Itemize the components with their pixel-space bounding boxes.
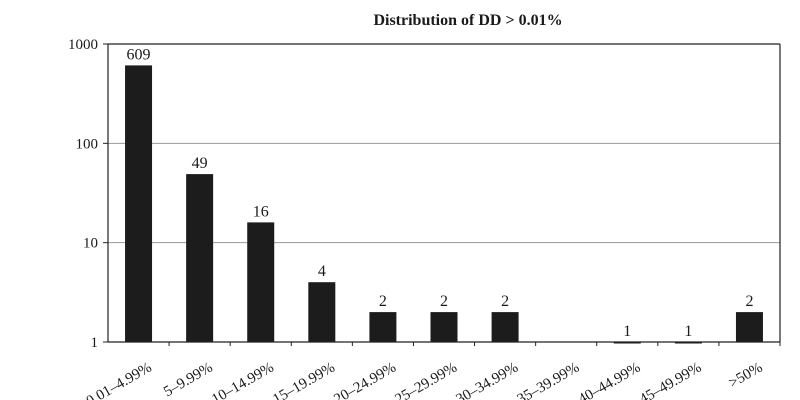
x-tick-label: 15–19.99%: [270, 360, 338, 400]
gridlines: [108, 142, 780, 244]
bar: [613, 342, 641, 344]
data-label: 2: [440, 293, 448, 310]
y-tick-label: 1: [91, 335, 99, 351]
axes: [103, 43, 781, 346]
bar: [186, 174, 214, 342]
x-tick-label: 40–44.99%: [576, 360, 644, 400]
data-label: 609: [127, 46, 151, 63]
x-tick-labels: 0.01–4.99% 5–9.99%10–14.99%15–19.99%20–24…: [84, 360, 766, 400]
chart-title: Distribution of DD > 0.01%: [373, 12, 563, 29]
data-label: 1: [623, 323, 631, 340]
data-label: 2: [501, 293, 509, 310]
bar: [674, 342, 702, 344]
y-tick-label: 100: [76, 136, 99, 152]
bar: [735, 312, 763, 342]
bar: [369, 312, 397, 342]
x-tick-label: >50%: [726, 360, 765, 392]
bar: [247, 222, 275, 342]
data-label: 4: [318, 263, 326, 280]
x-tick-label: 0.01–4.99%: [84, 360, 155, 400]
y-tick-label: 10: [83, 236, 98, 252]
x-tick-label: 45–49.99%: [637, 360, 705, 400]
x-tick-label: 35–39.99%: [515, 360, 583, 400]
x-tick-label: 30–34.99%: [454, 360, 522, 400]
y-tick-label: 1000: [68, 37, 98, 53]
x-tick-label: 10–14.99%: [209, 360, 277, 400]
bars: [125, 65, 763, 344]
data-label: 2: [745, 293, 753, 310]
bar: [430, 312, 458, 342]
data-label: 16: [253, 203, 269, 220]
x-tick-label: 5–9.99%: [161, 360, 216, 400]
bar: [125, 65, 153, 342]
data-label: 49: [192, 155, 208, 172]
data-labels: 609 49 16 4 2 2 2 1 1 2: [127, 46, 754, 340]
x-tick-label: 25–29.99%: [392, 360, 460, 400]
bar: [308, 282, 336, 342]
data-label: 1: [684, 323, 692, 340]
data-label: 2: [379, 293, 387, 310]
bar: [491, 312, 519, 342]
y-tick-labels: 1 10 100 1000: [68, 37, 98, 351]
x-tick-label: 20–24.99%: [331, 360, 399, 400]
